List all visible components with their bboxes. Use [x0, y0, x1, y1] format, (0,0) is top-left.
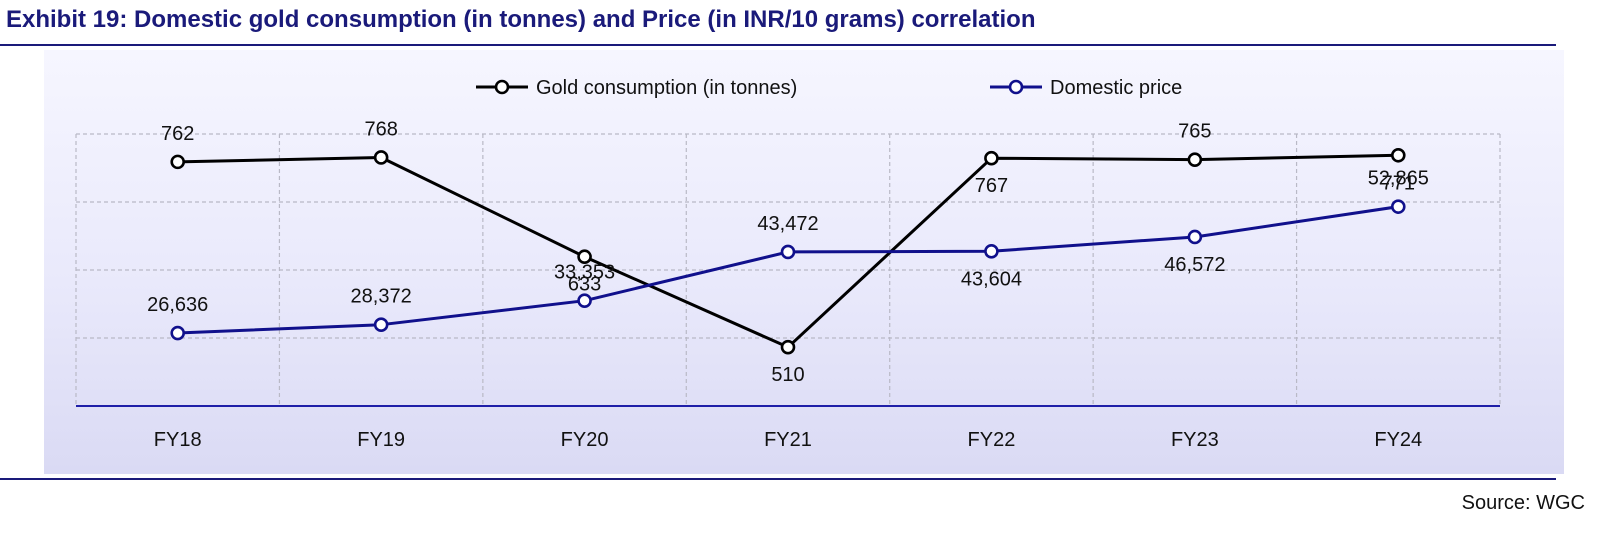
price-data-label: 43,472 — [757, 213, 818, 235]
chart-title: Exhibit 19: Domestic gold consumption (i… — [6, 6, 1036, 33]
price-data-label: 43,604 — [961, 268, 1022, 290]
legend-label: Domestic price — [1050, 77, 1182, 99]
consumption-data-label: 768 — [364, 118, 397, 140]
price-data-label: 26,636 — [147, 294, 208, 316]
consumption-data-label: 633 — [568, 274, 601, 296]
series — [170, 147, 1406, 355]
x-tick-label: FY24 — [1374, 429, 1422, 451]
consumption-point — [170, 154, 186, 170]
source-note: Source: WGC — [1461, 492, 1585, 514]
consumption-point — [984, 150, 999, 166]
title-rule — [0, 44, 1556, 46]
consumption-point — [1187, 152, 1203, 167]
legend-swatch-marker — [1008, 79, 1024, 95]
consumption-data-label: 510 — [771, 364, 804, 386]
x-tick-label: FY22 — [968, 429, 1016, 451]
consumption-point — [780, 339, 796, 355]
price-point — [1187, 229, 1203, 245]
price-data-label: 52,865 — [1368, 168, 1429, 190]
x-axis: FY18 FY19 FY20 FY21 FY22 FY23 FY24 — [76, 405, 1500, 451]
price-point — [373, 317, 389, 332]
price-point — [780, 244, 796, 260]
data-labels: 762 768 633 510 767 765 771 26,636 28,372 33,353 4… — [147, 118, 1429, 386]
price-point — [170, 325, 186, 341]
consumption-data-label: 762 — [161, 123, 194, 145]
footer-rule — [0, 478, 1556, 480]
consumption-data-label: 765 — [1178, 121, 1211, 143]
consumption-point — [577, 249, 592, 265]
consumption-data-label: 767 — [975, 175, 1008, 197]
legend-label: Gold consumption (in tonnes) — [536, 77, 797, 99]
x-tick-label: FY23 — [1171, 429, 1219, 451]
price-point — [984, 243, 999, 259]
price-data-label: 33,353 — [554, 262, 615, 284]
gridlines — [75, 133, 1501, 406]
consumption-data-label: 771 — [1382, 172, 1415, 194]
price-point — [577, 293, 592, 308]
legend: Gold consumption (in tonnes) Domestic pri… — [476, 77, 1182, 99]
price-data-label: 28,372 — [351, 286, 412, 308]
price-data-label: 46,572 — [1164, 254, 1225, 276]
chart-panel: FY18 FY19 FY20 FY21 FY22 FY23 FY24 Gold consum… — [44, 50, 1564, 474]
consumption-point — [373, 150, 389, 165]
x-tick-label: FY20 — [561, 429, 609, 451]
price-point — [1390, 199, 1406, 214]
x-tick-label: FY21 — [764, 429, 812, 451]
consumption-point — [1390, 147, 1406, 163]
x-tick-label: FY18 — [154, 429, 202, 451]
legend-swatch-marker — [494, 79, 510, 95]
line-chart: FY18 FY19 FY20 FY21 FY22 FY23 FY24 Gold consum… — [75, 77, 1501, 451]
x-tick-label: FY19 — [357, 429, 405, 451]
